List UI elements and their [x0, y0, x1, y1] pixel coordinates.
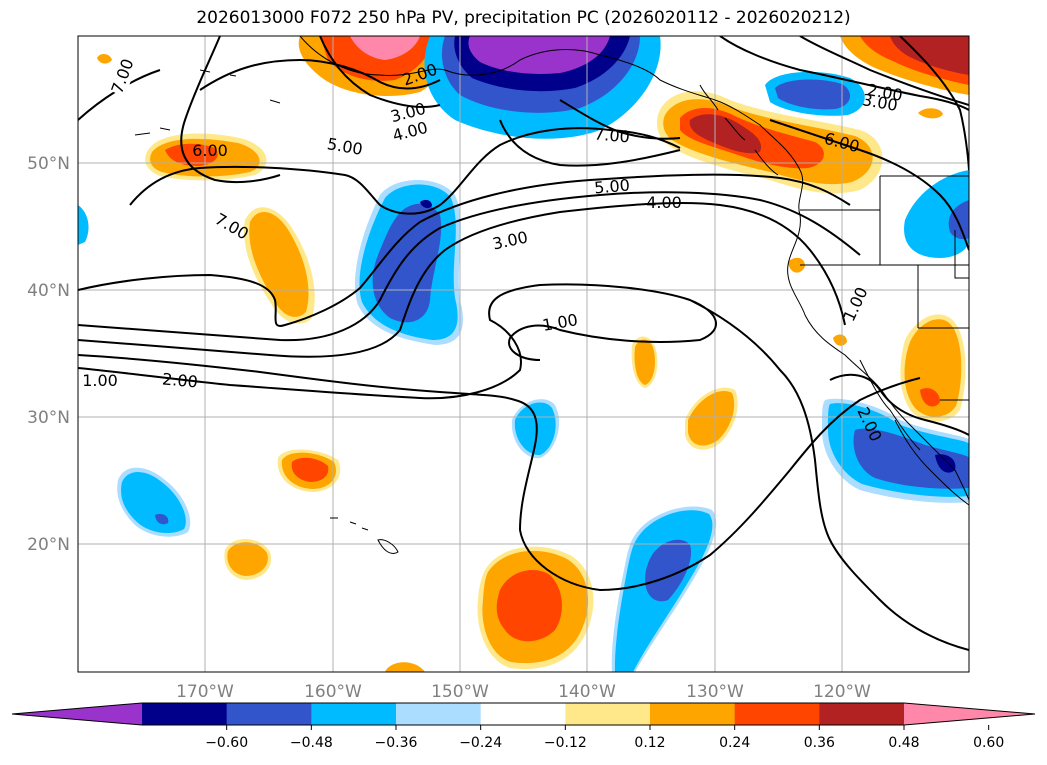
coast-islands [134, 69, 281, 136]
colorbar-tick-label: 0.24 [719, 735, 750, 751]
precip-positive-core-w2 [249, 211, 309, 317]
precip-negative-peak-sw [155, 513, 169, 525]
precip-positive-small-coast [788, 257, 805, 273]
lat-tick-label: 30°N [27, 408, 70, 428]
precip-positive-core-s [496, 570, 562, 642]
lat-tick-label: 50°N [27, 154, 70, 174]
colorbar-tick-label: −0.24 [459, 735, 502, 751]
colorbar-extend-high [904, 703, 1035, 725]
gridlines [78, 36, 969, 672]
colorbar-segment [226, 703, 312, 725]
contour-2 [78, 354, 921, 592]
contour-label: 5.00 [593, 175, 630, 197]
map-frame [77, 35, 970, 673]
contour-5 [78, 173, 851, 327]
lon-axis: 170°W 160°W 150°W 140°W 130°W 120°W [176, 682, 871, 702]
precip-positive-core-sw2 [227, 542, 268, 576]
contour-label: 4.00 [646, 193, 682, 212]
contour-label: 1.00 [82, 371, 118, 390]
contour-13 [769, 119, 969, 251]
lat-tick-label: 40°N [27, 281, 70, 301]
precip-negative-peak-wc [420, 199, 432, 209]
colorbar-segment [565, 703, 651, 725]
precip-negative-edge-w [78, 205, 89, 245]
colorbar-segment [819, 703, 905, 725]
contour-15 [899, 36, 969, 171]
precip-positive-small-s [385, 662, 425, 672]
lon-tick-label: 160°W [304, 682, 362, 702]
contour-11 [719, 36, 969, 111]
precip-negative-core-sw [121, 471, 186, 534]
colorbar-segment [311, 703, 397, 725]
figure-title: 2026013000 F072 250 hPa PV, precipitatio… [196, 8, 851, 28]
coast-hawaii [330, 517, 399, 554]
colorbar-tick-label: 0.12 [634, 735, 665, 751]
precip-positive-core-c2 [688, 391, 735, 446]
precip-positive-peak-nw [350, 36, 420, 60]
colorbar-tick-label: 0.48 [888, 735, 919, 751]
contour-9 [319, 36, 441, 108]
contour-label: 7.00 [593, 124, 630, 146]
precip-negative-core-c [514, 402, 556, 456]
lat-tick-label: 20°N [27, 535, 70, 555]
contour-14 [499, 119, 681, 167]
contour-3 [78, 201, 846, 358]
colorbar-extend-low [12, 703, 142, 725]
contour-labels: 7.00 2.00 3.00 4.00 5.00 6.00 7.00 2.00 … [82, 55, 904, 444]
precip-negative-core-se [853, 428, 969, 489]
precip-negative-core-e [948, 200, 969, 240]
contour-label: 2.00 [161, 369, 198, 391]
precip-positive-peak-se [920, 388, 940, 407]
coast-bc-fjords [699, 84, 779, 176]
contour-1 [78, 283, 969, 651]
map-plot-area: 7.00 2.00 3.00 4.00 5.00 6.00 7.00 2.00 … [78, 36, 969, 672]
contour-8 [180, 36, 281, 184]
contour-6 [129, 127, 681, 215]
colorbar-tick-label: −0.48 [290, 735, 333, 751]
precip-positive-tiny-nw [97, 54, 112, 64]
colorbar-tick-label: −0.60 [205, 735, 248, 751]
precip-positive-small-ne [918, 108, 943, 119]
coast-baja [859, 359, 969, 506]
colorbar-tick-label: 0.60 [973, 735, 1004, 751]
colorbar-tick-label: −0.12 [544, 735, 587, 751]
colorbar: −0.60 −0.48 −0.36 −0.24 −0.12 0.12 0.24 0.36 0.4… [11, 702, 1036, 751]
lon-tick-label: 140°W [558, 682, 616, 702]
precip-negative-core-s [645, 539, 692, 602]
lon-tick-label: 120°W [813, 682, 871, 702]
lon-tick-label: 150°W [431, 682, 489, 702]
precip-positive-core-sw [291, 457, 329, 482]
lon-tick-label: 130°W [686, 682, 744, 702]
lon-tick-label: 170°W [176, 682, 234, 702]
colorbar-tick-label: 0.36 [804, 735, 835, 751]
precip-positive-core-c [634, 339, 655, 385]
colorbar-segment [396, 703, 482, 725]
lat-axis: 50°N 40°N 30°N 20°N [27, 154, 70, 555]
precip-positive-peak-bc [689, 114, 762, 154]
contour-4 [78, 191, 861, 342]
contour-label: 6.00 [192, 141, 228, 160]
colorbar-segment [142, 703, 228, 725]
contour-12 [799, 36, 969, 106]
colorbar-outline [11, 702, 1036, 726]
precip-negative-peak-north [468, 36, 610, 74]
precip-negative-peak-se [935, 454, 956, 473]
colorbar-segment [650, 703, 736, 725]
colorbar-segment [734, 703, 820, 725]
pv-contours [78, 36, 969, 651]
contour-16 [829, 373, 969, 436]
precip-negative-blob-e [904, 170, 969, 258]
contour-label-bg [106, 55, 138, 97]
contour-10 [559, 99, 681, 140]
precip-positive-core-se [904, 319, 962, 417]
precip-negative-core-wc [372, 203, 442, 323]
precip-negative-core-ne [775, 79, 851, 110]
colorbar-segment [480, 703, 566, 725]
colorbar-tick-label: −0.36 [375, 735, 418, 751]
precip-positive-small-coast2 [833, 334, 847, 346]
state-borders [800, 175, 969, 401]
